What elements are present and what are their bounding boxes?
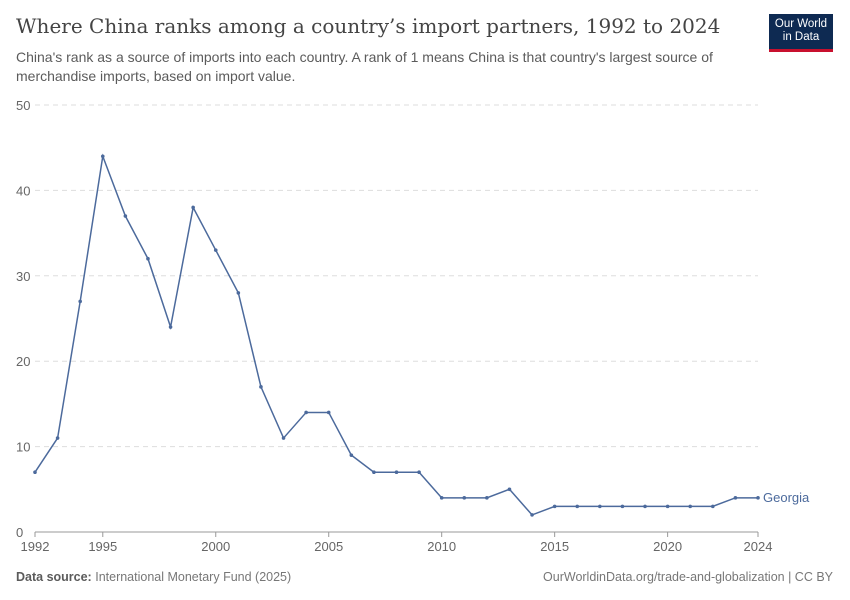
data-point [100,154,105,159]
data-point [711,504,715,509]
x-tick-label: 2010 [427,539,456,554]
data-point [236,291,241,295]
data-point [688,504,693,509]
data-point [620,504,625,509]
y-tick-label: 40 [16,183,30,198]
x-tick-label: 1995 [88,539,117,554]
data-point [462,496,467,500]
data-point [304,410,308,415]
data-point [507,487,512,492]
data-point [733,496,738,500]
data-point [281,436,286,440]
footer-link[interactable]: OurWorldinData.org/trade-and-globalizati… [543,570,833,584]
data-point [372,470,376,475]
data-point [417,470,421,475]
x-tick-label: 2005 [314,539,343,554]
data-point [259,385,263,389]
x-tick-label: 2020 [653,539,682,554]
data-point [665,504,670,509]
data-point [394,470,399,475]
source-text[interactable]: International Monetary Fund (2025) [95,570,292,584]
data-point [552,504,557,509]
x-tick-label: 2024 [744,539,773,554]
data-point [78,299,82,304]
data-point [575,504,580,509]
data-point [55,436,60,440]
data-point [756,496,760,500]
data-point [643,504,647,509]
data-point [191,205,195,210]
y-tick-label: 50 [16,98,30,113]
y-tick-label: 20 [16,354,30,369]
data-point [33,470,37,475]
x-tick-label: 1992 [21,539,50,554]
y-tick-label: 10 [16,440,30,455]
data-point [598,504,602,509]
series-label: Georgia [763,490,810,505]
x-tick-label: 2015 [540,539,569,554]
data-point [146,256,150,261]
data-point [485,496,489,500]
data-source: Data source: International Monetary Fund… [16,570,291,584]
owid-logo[interactable]: Our World in Data [769,14,833,52]
data-point [530,513,534,517]
series-line-georgia [34,153,758,516]
data-point [123,214,128,218]
y-tick-label: 0 [16,525,23,540]
x-tick-label: 2000 [201,539,230,554]
chart-subtitle: China's rank as a source of imports into… [16,49,713,84]
data-point [439,496,444,500]
data-point [349,453,354,457]
data-point [213,248,218,252]
data-point [168,325,173,329]
y-tick-label: 30 [16,269,30,284]
data-point [326,410,331,415]
chart-title: Where China ranks among a country’s impo… [16,14,721,38]
source-label: Data source: [16,570,92,584]
